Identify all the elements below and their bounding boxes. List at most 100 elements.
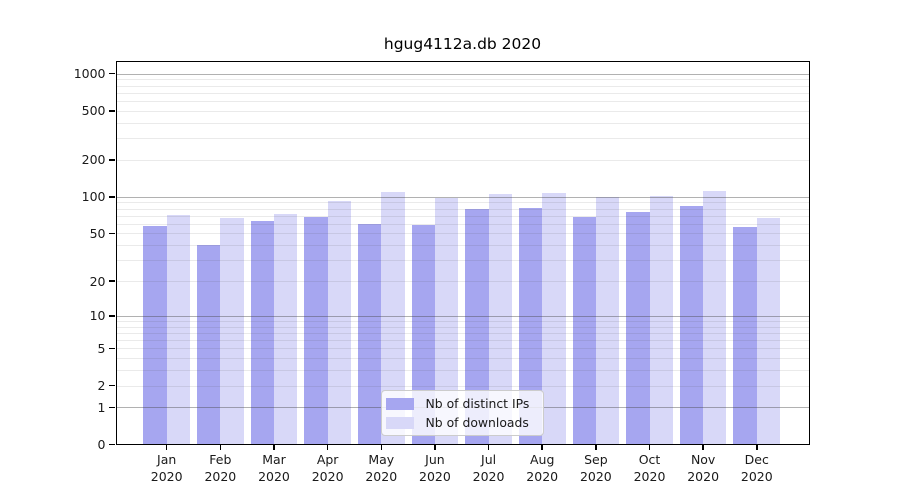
gridline-500 <box>115 110 810 112</box>
gridline-200 <box>115 159 810 161</box>
y-tick-label-20: 20 <box>89 273 106 289</box>
bar-distinct-ips-mar <box>250 221 274 445</box>
x-tick-label-feb: Feb 2020 <box>188 452 252 485</box>
legend: Nb of distinct IPs Nb of downloads <box>380 390 544 436</box>
x-tick-label-jul: Jul 2020 <box>457 452 521 485</box>
gridline-70 <box>115 215 810 217</box>
legend-label: Nb of downloads <box>425 415 529 430</box>
gridline-20 <box>115 281 810 283</box>
bar-downloads-sep <box>595 196 620 445</box>
gridline-80 <box>115 208 810 210</box>
bar-downloads-jun <box>434 197 459 445</box>
gridline-30 <box>115 260 810 262</box>
x-tick-label-aug: Aug 2020 <box>510 452 574 485</box>
y-tick-label-10: 10 <box>89 308 106 324</box>
bar-downloads-dec <box>756 218 781 445</box>
y-tick-mark-50 <box>109 232 115 235</box>
bar-downloads-jul <box>488 194 512 445</box>
bar-downloads-may <box>381 192 405 445</box>
gridline-90 <box>115 202 810 204</box>
x-tick-mark-may <box>380 445 383 450</box>
bar-distinct-ips-nov <box>679 206 704 445</box>
x-tick-year: 2020 <box>740 468 773 484</box>
x-tick-year: 2020 <box>419 468 451 484</box>
gridline-9 <box>115 320 810 322</box>
x-tick-year: 2020 <box>204 468 237 484</box>
bar-downloads-mar <box>273 214 298 445</box>
y-tick-label-500: 500 <box>81 103 106 119</box>
bar-distinct-ips-aug <box>518 207 543 445</box>
x-tick-mark-nov <box>702 445 704 450</box>
gridline-5 <box>115 348 810 350</box>
y-tick-mark-1000 <box>109 72 115 75</box>
x-tick-label-oct: Oct 2020 <box>618 452 682 485</box>
y-tick-label-200: 200 <box>81 152 106 168</box>
y-tick-mark-5 <box>109 347 115 350</box>
y-tick-mark-2 <box>109 384 115 387</box>
bar-downloads-oct <box>649 196 673 445</box>
x-tick-mark-dec <box>756 445 758 450</box>
legend-swatch-downloads <box>385 416 414 429</box>
bar-distinct-ips-dec <box>733 227 757 445</box>
legend-row-distinct-ips: Nb of distinct IPs <box>385 396 543 411</box>
y-tick-mark-20 <box>109 280 115 282</box>
gridline-700 <box>115 92 810 94</box>
bar-downloads-apr <box>327 201 351 445</box>
plot-area: Nb of distinct IPs Nb of downloads <box>115 60 810 445</box>
x-tick-label-jun: Jun 2020 <box>403 452 467 485</box>
bar-distinct-ips-apr <box>304 217 328 445</box>
bar-distinct-ips-oct <box>626 212 650 445</box>
y-tick-label-0: 0 <box>97 437 106 452</box>
y-tick-label-2: 2 <box>97 378 106 394</box>
gridline-10 <box>115 315 810 317</box>
x-tick-label-mar: Mar 2020 <box>242 452 306 485</box>
gridline-800 <box>115 85 810 87</box>
x-tick-mark-apr <box>326 445 329 450</box>
x-tick-mark-mar <box>273 445 275 450</box>
legend-swatch-distinct-ips <box>385 397 414 410</box>
gridline-40 <box>115 245 810 247</box>
bar-downloads-feb <box>220 218 244 445</box>
x-tick-year: 2020 <box>526 468 559 484</box>
x-tick-label-jan: Jan 2020 <box>135 452 199 485</box>
gridline-1000 <box>115 73 810 75</box>
bar-distinct-ips-sep <box>572 217 596 445</box>
gridline-4 <box>115 358 810 360</box>
x-tick-label-dec: Dec 2020 <box>725 452 789 485</box>
x-tick-year: 2020 <box>687 468 720 484</box>
x-tick-year: 2020 <box>258 468 290 484</box>
x-tick-year: 2020 <box>579 468 612 484</box>
x-tick-year: 2020 <box>311 468 344 484</box>
bar-distinct-ips-feb <box>197 245 221 445</box>
gridline-300 <box>115 138 810 140</box>
x-tick-year: 2020 <box>633 468 666 484</box>
gridline-3 <box>115 370 810 372</box>
y-tick-mark-500 <box>109 110 115 112</box>
gridline-8 <box>115 326 810 328</box>
y-tick-mark-200 <box>109 159 115 161</box>
y-tick-label-100: 100 <box>81 189 106 205</box>
y-tick-label-5: 5 <box>97 340 106 356</box>
gridline-600 <box>115 101 810 103</box>
x-tick-year: 2020 <box>365 468 398 484</box>
bar-distinct-ips-jun <box>411 224 435 445</box>
gridline-60 <box>115 223 810 225</box>
y-tick-mark-1 <box>109 406 115 409</box>
x-tick-label-apr: Apr 2020 <box>296 452 360 485</box>
x-tick-mark-oct <box>648 445 651 450</box>
gridline-7 <box>115 332 810 334</box>
y-tick-mark-100 <box>109 196 115 198</box>
y-tick-mark-0 <box>109 443 115 446</box>
bar-distinct-ips-may <box>357 223 382 445</box>
bar-distinct-ips-jan <box>143 225 167 445</box>
bar-downloads-aug <box>542 192 566 445</box>
x-tick-label-may: May 2020 <box>349 452 413 485</box>
x-tick-label-sep: Sep 2020 <box>564 452 628 485</box>
y-tick-label-50: 50 <box>89 225 106 241</box>
legend-row-downloads: Nb of downloads <box>385 415 543 430</box>
y-tick-label-1000: 1000 <box>73 66 106 82</box>
gridline-50 <box>115 233 810 235</box>
x-tick-mark-jun <box>434 445 436 450</box>
gridline-2 <box>115 385 810 387</box>
